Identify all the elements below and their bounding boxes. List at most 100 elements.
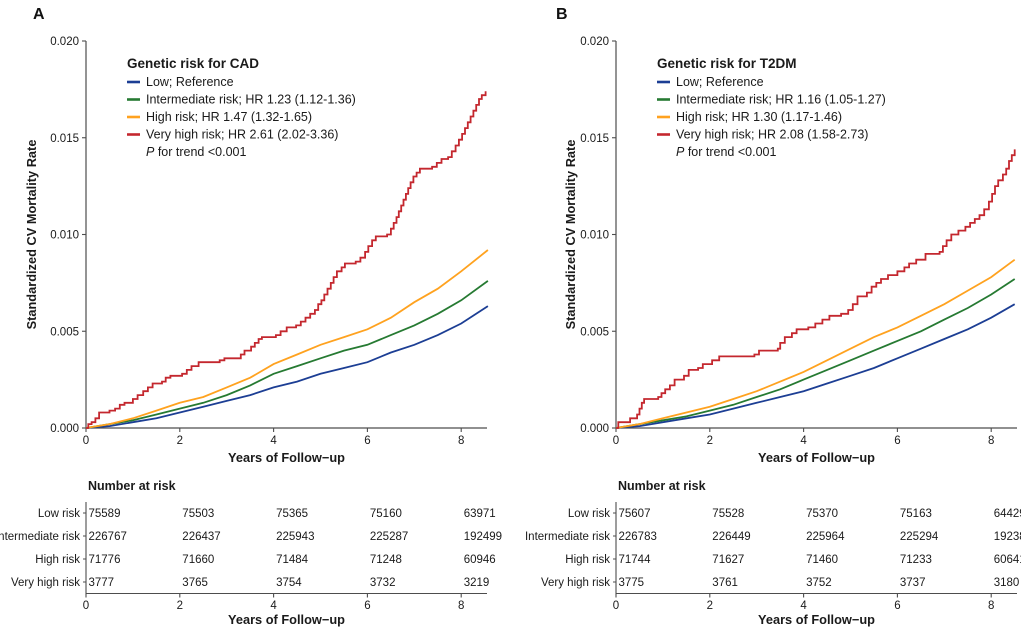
x-tick-label: 2 <box>177 435 183 447</box>
risk-count: 75365 <box>276 508 308 520</box>
x-tick-label: 8 <box>988 435 994 447</box>
y-axis-title: Standardized CV Mortality Rate <box>563 140 578 330</box>
risk-x-axis-title: Years of Follow−up <box>228 612 345 627</box>
risk-count: 71233 <box>900 554 932 566</box>
risk-count: 71484 <box>276 554 309 566</box>
risk-count: 60946 <box>464 554 496 566</box>
legend-item-label: Very high risk; HR 2.61 (2.02-3.36) <box>146 128 338 142</box>
risk-row-label: Low risk <box>38 508 80 520</box>
risk-count: 64429 <box>994 508 1021 520</box>
series-curve-intermediate <box>85 280 489 429</box>
panel-A-chart: 0.000 0.005 0.010 0.015 0.020 0 2 4 6 8 Years of F… <box>0 36 502 627</box>
risk-table-header: Number at risk <box>88 479 176 493</box>
risk-count: 3765 <box>182 577 208 589</box>
legend-item-label: Low; Reference <box>146 75 234 89</box>
legend-title: Genetic risk for T2DM <box>657 56 797 71</box>
risk-x-tick-label: 6 <box>364 600 370 612</box>
risk-x-tick-label: 0 <box>613 600 619 612</box>
risk-count: 226783 <box>619 531 657 543</box>
x-tick-label: 4 <box>270 435 277 447</box>
risk-count: 226767 <box>89 531 127 543</box>
risk-count: 75607 <box>619 508 651 520</box>
risk-count: 71744 <box>619 554 652 566</box>
x-tick-label: 0 <box>613 435 619 447</box>
y-tick-label: 0.010 <box>580 230 609 242</box>
risk-count: 71460 <box>806 554 838 566</box>
y-tick-label: 0.000 <box>50 423 79 435</box>
y-tick-label: 0.015 <box>580 133 609 145</box>
y-tick-label: 0.005 <box>50 326 79 338</box>
risk-x-axis-title: Years of Follow−up <box>758 612 875 627</box>
risk-count: 60641 <box>994 554 1021 566</box>
risk-count: 71776 <box>89 554 121 566</box>
p-trend-italic: P <box>146 145 155 159</box>
risk-x-tick-label: 0 <box>83 600 89 612</box>
panel-B: B 0.000 0.005 0.010 0.015 0.020 0 2 4 6 8 Years of… <box>511 0 1021 628</box>
risk-table-header: Number at risk <box>618 479 706 493</box>
risk-count: 75370 <box>806 508 838 520</box>
x-tick-label: 6 <box>894 435 900 447</box>
y-axis-title: Standardized CV Mortality Rate <box>24 140 39 330</box>
series-curve-very_high <box>616 149 1016 429</box>
p-trend-italic: P <box>676 145 685 159</box>
risk-count: 3761 <box>712 577 738 589</box>
y-tick-label: 0.020 <box>580 36 609 48</box>
x-tick-label: 0 <box>83 435 89 447</box>
risk-count: 75589 <box>89 508 121 520</box>
risk-row-label: High risk <box>565 554 610 566</box>
panel-B-chart: 0.000 0.005 0.010 0.015 0.020 0 2 4 6 8 Years of F… <box>525 36 1021 627</box>
risk-count: 75160 <box>370 508 402 520</box>
risk-row-label: Intermediate risk <box>0 531 80 543</box>
risk-count: 192385 <box>994 531 1021 543</box>
risk-count: 3754 <box>276 577 302 589</box>
risk-count: 75528 <box>712 508 744 520</box>
y-tick-label: 0.015 <box>50 133 79 145</box>
legend-item-label: High risk; HR 1.30 (1.17-1.46) <box>676 110 842 124</box>
risk-count: 75503 <box>182 508 214 520</box>
x-tick-label: 4 <box>800 435 807 447</box>
risk-count: 3775 <box>619 577 645 589</box>
risk-count: 226449 <box>712 531 750 543</box>
risk-x-tick-label: 6 <box>894 600 900 612</box>
risk-x-tick-label: 2 <box>177 600 183 612</box>
panel-label-B: B <box>556 6 568 23</box>
y-tick-label: 0.020 <box>50 36 79 48</box>
x-tick-label: 2 <box>707 435 713 447</box>
risk-count: 3732 <box>370 577 396 589</box>
x-axis-title: Years of Follow−up <box>758 450 875 465</box>
risk-count: 63971 <box>464 508 496 520</box>
legend-item-label: Very high risk; HR 2.08 (1.58-2.73) <box>676 128 868 142</box>
legend-item-label: Intermediate risk; HR 1.16 (1.05-1.27) <box>676 93 886 107</box>
risk-count: 71248 <box>370 554 402 566</box>
risk-x-tick-label: 4 <box>270 600 277 612</box>
p-trend-rest: for trend <0.001 <box>684 145 776 159</box>
series-curve-high <box>615 258 1016 429</box>
y-tick-label: 0.005 <box>580 326 609 338</box>
risk-row-label: High risk <box>35 554 80 566</box>
risk-x-tick-label: 4 <box>800 600 807 612</box>
legend-item-label: Intermediate risk; HR 1.23 (1.12-1.36) <box>146 93 356 107</box>
risk-count: 71660 <box>182 554 214 566</box>
risk-count: 3752 <box>806 577 832 589</box>
risk-count: 225294 <box>900 531 939 543</box>
x-tick-label: 6 <box>364 435 370 447</box>
risk-x-tick-label: 2 <box>707 600 713 612</box>
risk-count: 3180 <box>994 577 1020 589</box>
legend-item-label: High risk; HR 1.47 (1.32-1.65) <box>146 110 312 124</box>
x-axis-title: Years of Follow−up <box>228 450 345 465</box>
risk-count: 225964 <box>806 531 845 543</box>
risk-row-label: Very high risk <box>541 577 610 589</box>
series-curve-high <box>85 249 489 429</box>
risk-count: 3737 <box>900 577 926 589</box>
risk-count: 75163 <box>900 508 932 520</box>
series-curve-low <box>615 303 1016 429</box>
risk-row-label: Intermediate risk <box>525 531 610 543</box>
risk-x-tick-label: 8 <box>988 600 994 612</box>
risk-row-label: Very high risk <box>11 577 80 589</box>
p-trend-rest: for trend <0.001 <box>154 145 246 159</box>
risk-count: 3777 <box>89 577 115 589</box>
risk-row-label: Low risk <box>568 508 610 520</box>
legend-title: Genetic risk for CAD <box>127 56 259 71</box>
risk-count: 71627 <box>712 554 744 566</box>
